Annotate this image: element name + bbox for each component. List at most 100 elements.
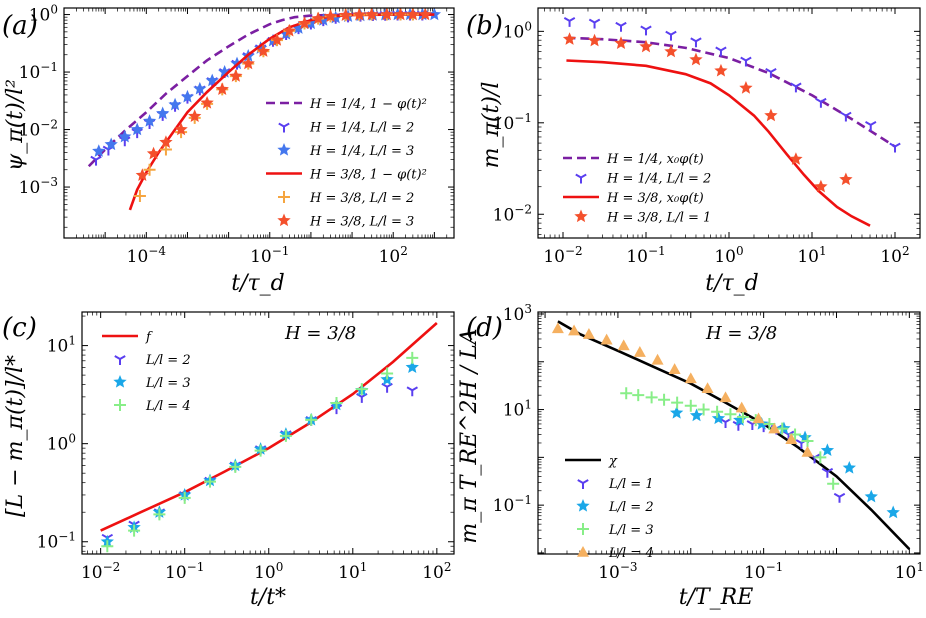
data-point [200,95,214,109]
data-point [365,8,379,21]
data-point [763,417,776,430]
legend-label: H = 3/8, 1 − φ(t)² [309,168,427,183]
data-point [776,422,789,435]
data-point [665,30,677,41]
data-point [814,179,828,193]
data-point [839,172,853,186]
data-point [406,351,419,364]
data-point [842,460,856,474]
data-point [381,382,393,393]
legend-marker [574,209,588,223]
plot-area [87,8,442,211]
data-point [714,63,728,77]
x-tick-label: 100 [254,560,283,583]
x-tick-label: 10−2 [543,244,582,267]
legend-label: L/l = 4 [608,546,654,561]
series-line-0 [557,320,911,551]
data-point [568,324,581,336]
data-point [820,443,835,457]
legend-marker [278,122,290,133]
plot-area [562,17,901,227]
legend-label: H = 3/8, x₀φ(t) [606,191,704,206]
legend-label: H = 1/4, 1 − φ(t)² [309,97,427,112]
data-point [785,433,798,444]
y-tick-label: 10−3 [19,175,58,198]
data-point [405,360,419,374]
data-point [188,109,202,122]
panel-annotation: H = 3/8 [705,323,777,344]
data-point [143,163,156,176]
data-point [562,32,577,45]
data-point [178,491,191,504]
axes-frame [537,311,921,555]
minor-ticks [81,312,454,554]
legend: f L/l = 2 L/l = 3 L/l = 4 [102,330,191,414]
data-point [356,393,368,403]
data-point [739,81,753,94]
y-tick-label: 10−1 [37,530,76,553]
data-point [101,540,114,553]
data-point [241,56,255,70]
data-point [393,8,408,21]
legend-marker [575,173,587,184]
y-tick-label: 100 [29,3,58,26]
legend-label: L/l = 4 [145,399,191,414]
y-tick-label: 100 [503,19,532,42]
data-point [256,44,271,57]
data-point [790,82,802,93]
data-point [690,37,702,48]
data-point [217,65,232,78]
legend-label: L/l = 1 [608,477,654,492]
legend-marker [277,143,291,156]
x-axis-label: t/T_RE [679,585,754,610]
data-point [215,82,229,96]
data-point [645,391,658,404]
data-point [193,81,207,95]
legend-marker [277,213,291,227]
data-point [282,23,297,37]
y-tick-label: 10−1 [493,111,532,134]
data-point [104,137,118,151]
x-tick-label: 10−1 [626,244,665,267]
legend-label: H = 3/8, L/l = 2 [309,191,414,206]
legend-label: L/l = 3 [608,523,654,538]
y-axis-label: m_π(t)/l [479,82,504,169]
data-point [135,168,149,181]
data-point [551,322,564,334]
x-tick-label: 10−1 [250,244,289,267]
data-point [789,152,803,165]
legend-label: f [145,330,153,345]
y-tick-label: 101 [47,334,76,357]
x-tick-label: 100 [714,244,743,267]
data-point [380,8,394,21]
data-point [671,396,684,409]
data-point [355,383,368,396]
series-line-2 [566,59,871,227]
axes-frame [81,311,455,555]
legend-marker [114,355,126,365]
data-point [668,363,681,374]
data-point [323,9,338,23]
data-point [711,405,724,418]
data-point [582,328,595,339]
data-point [352,8,366,21]
legend-marker [576,499,590,512]
x-axis-label: t/τ_d [231,271,285,296]
panel-label: (d) [466,313,503,343]
legend-label: H = 1/4, L/l = 3 [309,144,414,159]
data-point [203,475,216,488]
data-point [620,387,633,400]
data-point [684,399,697,412]
data-point [159,135,173,148]
data-point [270,33,284,46]
data-point [765,68,777,78]
legend: H = 1/4, 1 − φ(t)² H = 1/4, L/l = 2 H = 1/… [266,97,427,230]
legend-label: L/l = 2 [608,500,654,515]
data-point [311,11,325,25]
data-point [814,451,827,464]
data-point [128,524,141,537]
data-point [632,389,645,402]
data-point [418,8,432,21]
